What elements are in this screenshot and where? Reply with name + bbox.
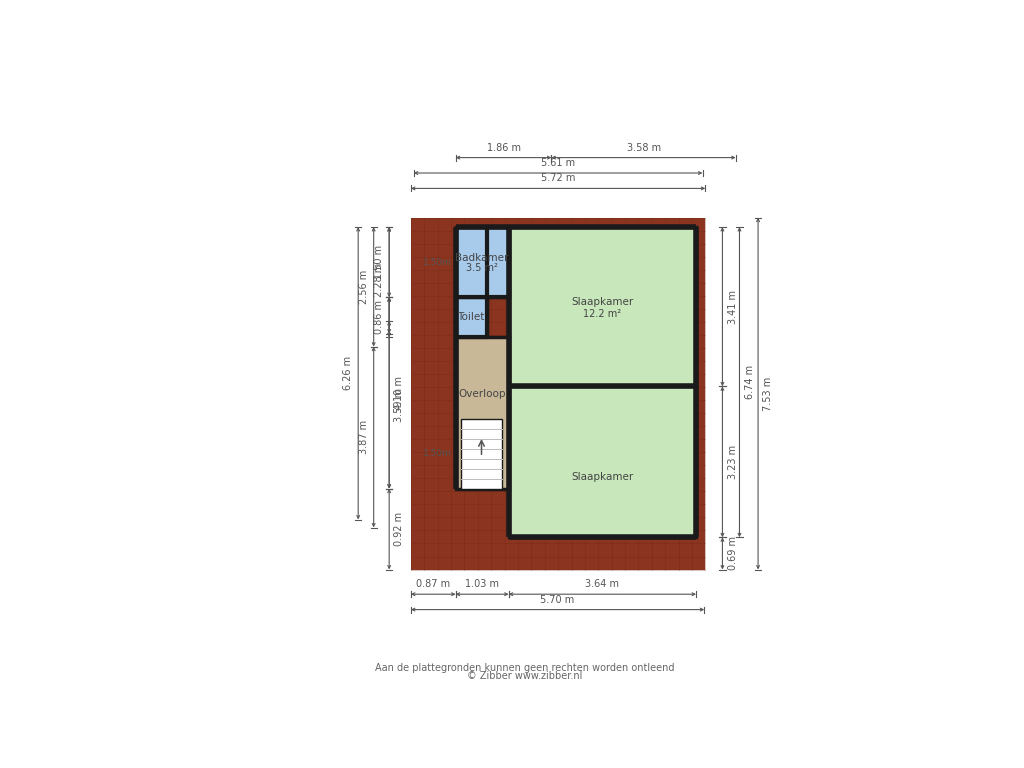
Text: 6.74 m: 6.74 m [744,365,755,399]
Text: 1.50m: 1.50m [423,449,452,458]
Bar [411,217,706,570]
Text: 3.5 m²: 3.5 m² [466,263,498,273]
Text: 7.53 m: 7.53 m [763,376,773,411]
Text: 0.86 m: 0.86 m [374,300,384,334]
Text: 6.26 m: 6.26 m [343,356,353,390]
Text: 1.50m: 1.50m [423,257,452,266]
Text: Toilet: Toilet [458,313,484,323]
Text: Badkamer: Badkamer [456,253,509,263]
Bar [509,386,696,538]
Bar [456,337,509,488]
Text: 0.87 m: 0.87 m [416,579,451,589]
Text: 5.72 m: 5.72 m [541,174,575,184]
Text: 2.56 m: 2.56 m [358,270,369,304]
Text: 3.23 m: 3.23 m [727,445,737,479]
Text: 1.50 m: 1.50 m [374,245,384,279]
Text: Aan de plattegronden kunnen geen rechten worden ontleend: Aan de plattegronden kunnen geen rechten… [375,663,675,673]
Bar [456,297,486,337]
Text: 3.59 m: 3.59 m [394,388,404,422]
Text: 3.58 m: 3.58 m [627,143,660,153]
Text: 5.61 m: 5.61 m [541,158,575,168]
Text: 2.28 m: 2.28 m [374,263,384,297]
Text: 5.70 m: 5.70 m [541,594,574,604]
Text: 1.86 m: 1.86 m [486,143,520,153]
Text: 4.10 m: 4.10 m [394,376,404,410]
Bar [509,227,696,386]
Text: Slaapkamer: Slaapkamer [571,297,634,307]
Text: 12.2 m²: 12.2 m² [584,309,622,319]
Text: Overloop: Overloop [459,389,506,399]
Text: 1.03 m: 1.03 m [465,579,499,589]
Bar [461,419,502,488]
Text: 3.41 m: 3.41 m [727,290,737,323]
Text: 3.87 m: 3.87 m [358,420,369,454]
Text: © Zibber www.zibber.nl: © Zibber www.zibber.nl [467,670,583,680]
Bar [456,227,509,297]
Text: 3.64 m: 3.64 m [586,579,620,589]
Text: 0.92 m: 0.92 m [394,512,404,546]
Text: 0.69 m: 0.69 m [727,536,737,571]
Text: Slaapkamer: Slaapkamer [571,472,634,482]
